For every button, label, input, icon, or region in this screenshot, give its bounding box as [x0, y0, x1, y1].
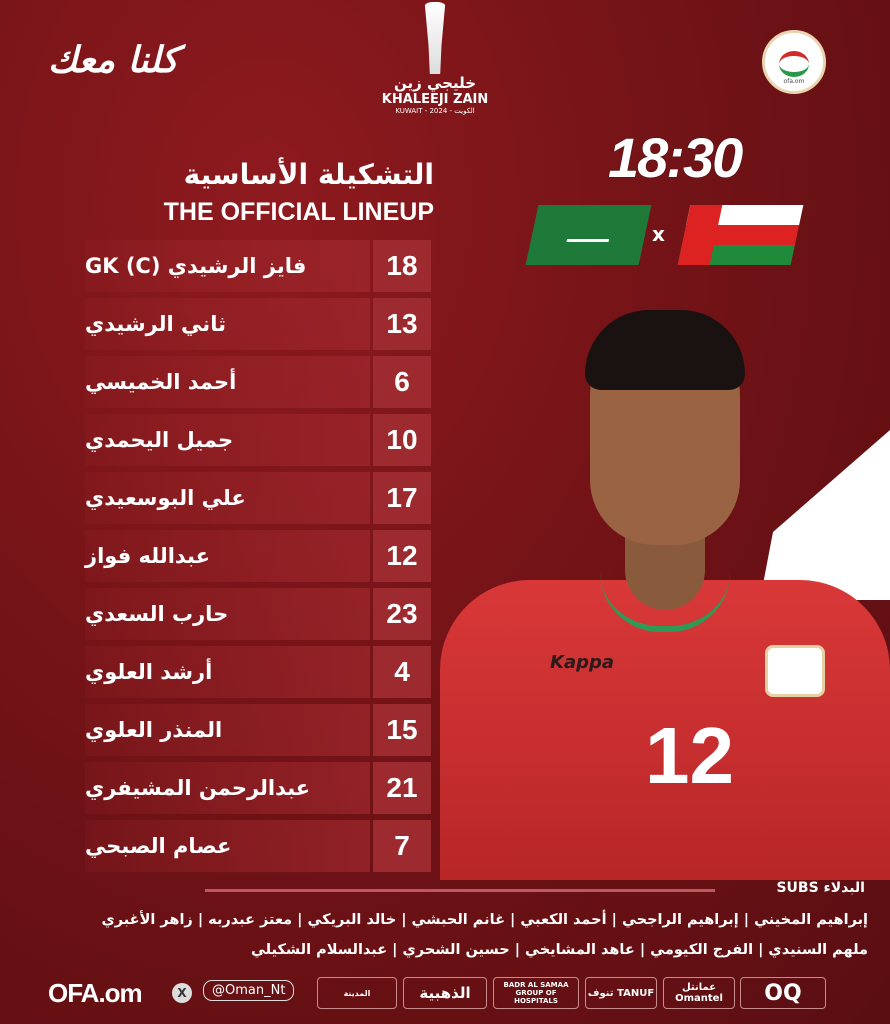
lineup-title-ar: التشكيلة الأساسية [183, 158, 434, 191]
vs-label: x [652, 222, 665, 246]
player-name: عبدالله فواز [85, 530, 370, 582]
player-number: 7 [373, 820, 431, 872]
oman-flag-icon [677, 205, 804, 265]
shirt-badge-icon [765, 645, 825, 697]
sponsor-badr-al-samaa: BADR AL SAMAA GROUP OF HOSPITALS [493, 977, 579, 1009]
x-twitter-icon[interactable]: X [172, 983, 192, 1003]
lineup-row: علي البوسعيدي 17 [85, 472, 431, 524]
shirt-number: 12 [645, 711, 734, 800]
player-name: جميل اليحمدي [85, 414, 370, 466]
subs-line-2: ملهم السنيدي | الفرج الكيومي | عاهد المش… [250, 942, 868, 958]
player-name: فايز الرشيدي GK (C) [85, 240, 370, 292]
player-name: المنذر العلوي [85, 704, 370, 756]
player-number: 18 [373, 240, 431, 292]
player-number: 4 [373, 646, 431, 698]
lineup-row: أحمد الخميسي 6 [85, 356, 431, 408]
player-number: 13 [373, 298, 431, 350]
social-handle[interactable]: @Oman_Nt [203, 980, 295, 1001]
player-name: أحمد الخميسي [85, 356, 370, 408]
site-link[interactable]: OFA.om [48, 978, 143, 1008]
saudi-arabia-flag-icon [525, 205, 652, 265]
tournament-name-en: KHALEEJI ZAIN [381, 92, 489, 107]
oman-fa-crest: ofa.om [762, 30, 826, 94]
player-name: عصام الصبحي [85, 820, 370, 872]
subs-line-1: إبراهيم المخيني | إبراهيم الراجحي | أحمد… [101, 912, 868, 928]
player-number: 12 [373, 530, 431, 582]
footer: OFA.om X @Oman_Nt OQ عمانتل Omantel تنوف… [0, 975, 890, 1015]
player-name: علي البوسعيدي [85, 472, 370, 524]
tournament-name-ar: خليجي زين [393, 74, 477, 92]
player-number: 15 [373, 704, 431, 756]
divider [205, 889, 715, 892]
crest-text: ofa.om [783, 78, 805, 85]
sponsor-logo: المدينة [317, 977, 397, 1009]
player-name: عبدالرحمن المشيفري [85, 762, 370, 814]
player-number: 6 [373, 356, 431, 408]
shirt-brand: Kappa [550, 652, 615, 673]
lineup-title-en: THE OFFICIAL LINEUP [163, 198, 434, 226]
sponsor-oq: OQ [740, 977, 826, 1009]
lineup-row: عبدالرحمن المشيفري 21 [85, 762, 431, 814]
player-number: 17 [373, 472, 431, 524]
lineup-row: أرشد العلوي 4 [85, 646, 431, 698]
lineup-row: جميل اليحمدي 10 [85, 414, 431, 466]
player-name: ثاني الرشيدي [85, 298, 370, 350]
player-number: 23 [373, 588, 431, 640]
player-number: 10 [373, 414, 431, 466]
lineup-list: فايز الرشيدي GK (C) 18 ثاني الرشيدي 13 أحمد … [85, 240, 431, 878]
player-name: أرشد العلوي [85, 646, 370, 698]
tournament-logo: خليجي زين KHALEEJI ZAIN KUWAIT - 2024 - … [380, 0, 490, 115]
lineup-row: المنذر العلوي 15 [85, 704, 431, 756]
lineup-row: ثاني الرشيدي 13 [85, 298, 431, 350]
sponsor-omantel: عمانتل Omantel [663, 977, 735, 1009]
subs-title: البدلاء SUBS [776, 880, 865, 896]
lineup-row: حارب السعدي 23 [85, 588, 431, 640]
collar [600, 572, 730, 632]
lineup-row: فايز الرشيدي GK (C) 18 [85, 240, 431, 292]
trophy-icon [424, 2, 446, 74]
sponsor-tanuf: تنوف TANUF [585, 977, 657, 1009]
hair [585, 310, 745, 390]
featured-player-image: Kappa 12 [430, 310, 890, 880]
tournament-sub: KUWAIT - 2024 - الكويت [395, 107, 475, 115]
sponsor-althahabia: الذهبية [403, 977, 487, 1009]
lineup-row: عصام الصبحي 7 [85, 820, 431, 872]
player-number: 21 [373, 762, 431, 814]
match-time: 18:30 [608, 126, 743, 189]
subs-list: إبراهيم المخيني | إبراهيم الراجحي | أحمد… [40, 905, 868, 965]
slogan: كلنا معك [48, 40, 179, 81]
lineup-row: عبدالله فواز 12 [85, 530, 431, 582]
player-name: حارب السعدي [85, 588, 370, 640]
